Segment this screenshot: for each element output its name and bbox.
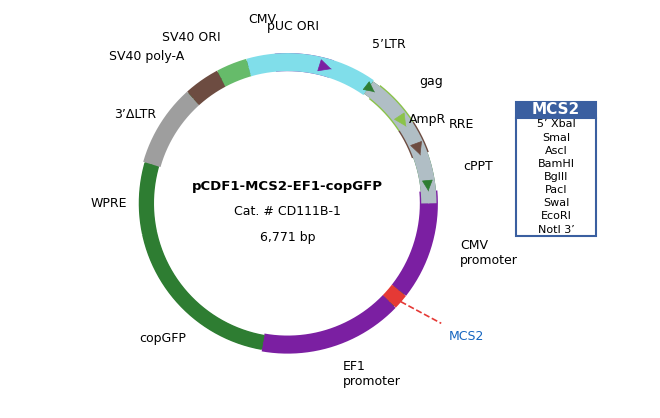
Text: EF1
promoter: EF1 promoter — [343, 360, 401, 388]
Text: AscI: AscI — [544, 146, 568, 156]
Text: RRE: RRE — [449, 118, 475, 131]
Text: 6,771 bp: 6,771 bp — [260, 231, 315, 244]
Text: CMV: CMV — [249, 13, 277, 26]
Text: MCS2: MCS2 — [532, 102, 580, 117]
Text: SmaI: SmaI — [542, 133, 570, 143]
Text: pCDF1-MCS2-EF1-copGFP: pCDF1-MCS2-EF1-copGFP — [192, 180, 383, 193]
Bar — [516, 102, 595, 118]
Text: PacI: PacI — [544, 185, 567, 195]
Text: 5’ XbaI: 5’ XbaI — [537, 120, 576, 130]
Text: NotI 3’: NotI 3’ — [538, 224, 574, 234]
Text: WPRE: WPRE — [90, 197, 127, 210]
Text: 5’LTR: 5’LTR — [372, 38, 406, 51]
Text: MCS2: MCS2 — [449, 330, 484, 343]
Text: SV40 ORI: SV40 ORI — [162, 31, 220, 43]
Text: SwaI: SwaI — [543, 198, 569, 208]
Text: AmpR: AmpR — [409, 112, 446, 126]
Text: BamHI: BamHI — [537, 159, 574, 169]
Text: copGFP: copGFP — [139, 332, 187, 345]
Text: BglII: BglII — [544, 172, 568, 182]
Text: cPPT: cPPT — [463, 160, 493, 173]
Text: Cat. # CD111B-1: Cat. # CD111B-1 — [234, 205, 341, 218]
Text: 3’ΔLTR: 3’ΔLTR — [114, 108, 156, 121]
Text: pUC ORI: pUC ORI — [267, 20, 319, 33]
Text: gag: gag — [419, 74, 443, 87]
Bar — [516, 118, 595, 236]
Text: EcoRI: EcoRI — [541, 212, 572, 222]
Text: CMV
promoter: CMV promoter — [460, 239, 518, 267]
Text: SV40 poly-A: SV40 poly-A — [110, 50, 185, 63]
